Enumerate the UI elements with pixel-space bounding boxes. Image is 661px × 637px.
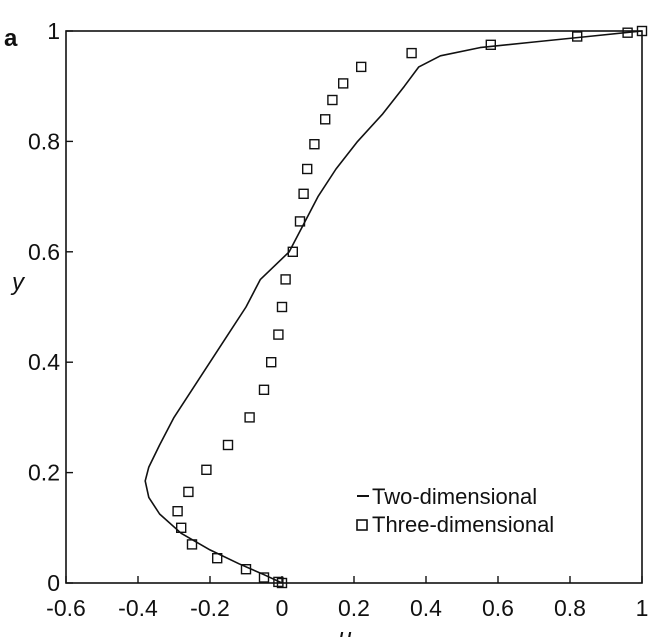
- legend-two-dimensional: Two-dimensional: [372, 484, 537, 509]
- series-three-dimensional-point: [244, 412, 255, 423]
- series-layer: [144, 25, 648, 589]
- series-three-dimensional-point: [327, 94, 338, 106]
- series-three-dimensional-point: [201, 464, 212, 475]
- series-three-dimensional-point: [266, 357, 277, 368]
- series-two-dimensional-line: [144, 30, 643, 584]
- series-three-dimensional-point: [294, 216, 306, 227]
- legend: Two-dimensional Three-dimensional: [356, 484, 554, 537]
- series-three-dimensional-point: [485, 39, 496, 50]
- series-three-dimensional-point: [338, 78, 349, 89]
- plot-frame: [65, 30, 643, 584]
- series-three-dimensional-point: [622, 27, 633, 38]
- series-three-dimensional-point: [186, 539, 198, 550]
- series-three-dimensional-point: [273, 329, 284, 340]
- plot-border: [65, 30, 643, 584]
- series-three-dimensional-point: [276, 577, 288, 589]
- x-axis-ticks: -0.6 -0.4 -0.2 0 0.2 0.4 0.6 0.8 1: [46, 576, 648, 621]
- y-axis-ticks: 0 0.2 0.4 0.6 0.8 1: [28, 18, 73, 596]
- series-three-dimensional-point: [211, 553, 223, 564]
- series-three-dimensional-point: [572, 31, 583, 42]
- x-tick-label: -0.2: [190, 595, 230, 621]
- legend-square-marker: [356, 519, 368, 531]
- series-three-dimensional-point: [258, 572, 270, 583]
- x-tick-label: 1: [636, 595, 649, 621]
- series-three-dimensional-point: [240, 564, 252, 575]
- x-tick-label: 0.2: [338, 595, 370, 621]
- x-axis-title: u: [338, 624, 351, 637]
- series-three-dimensional-point: [222, 439, 234, 451]
- y-tick-label: 1: [47, 18, 60, 44]
- y-tick-label: 0.6: [28, 239, 60, 265]
- series-three-dimensional-point: [298, 188, 309, 200]
- y-tick-label: 0.8: [28, 128, 60, 154]
- x-tick-label: 0.6: [482, 595, 514, 621]
- series-three-dimensional-point: [320, 114, 331, 125]
- y-tick-label: 0.2: [28, 460, 60, 486]
- x-tick-label: 0.8: [554, 595, 586, 621]
- series-three-dimensional-point: [258, 384, 270, 395]
- x-tick-label: 0: [276, 595, 289, 621]
- series-three-dimensional-point: [406, 47, 417, 59]
- series-three-dimensional-point: [280, 274, 291, 285]
- series-three-dimensional-point: [273, 576, 284, 588]
- panel-label: a: [4, 25, 18, 52]
- y-axis-title: y: [10, 269, 26, 296]
- series-three-dimensional-point: [309, 138, 320, 150]
- series-three-dimensional-point: [183, 486, 194, 498]
- x-tick-label: -0.6: [46, 595, 86, 621]
- legend-three-dimensional: Three-dimensional: [372, 512, 554, 537]
- series-three-dimensional-point: [287, 246, 298, 258]
- y-tick-label: 0: [47, 570, 60, 596]
- y-tick-label: 0.4: [28, 349, 60, 375]
- x-tick-label: 0.4: [410, 595, 442, 621]
- x-tick-label: -0.4: [118, 595, 158, 621]
- series-three-dimensional-point: [276, 301, 288, 313]
- series-three-dimensional-point: [302, 163, 313, 175]
- series-three-dimensional-point: [175, 522, 187, 533]
- series-three-dimensional-point: [172, 506, 183, 517]
- series-three-dimensional-point: [356, 61, 367, 73]
- series-three-dimensional-point: [636, 25, 648, 37]
